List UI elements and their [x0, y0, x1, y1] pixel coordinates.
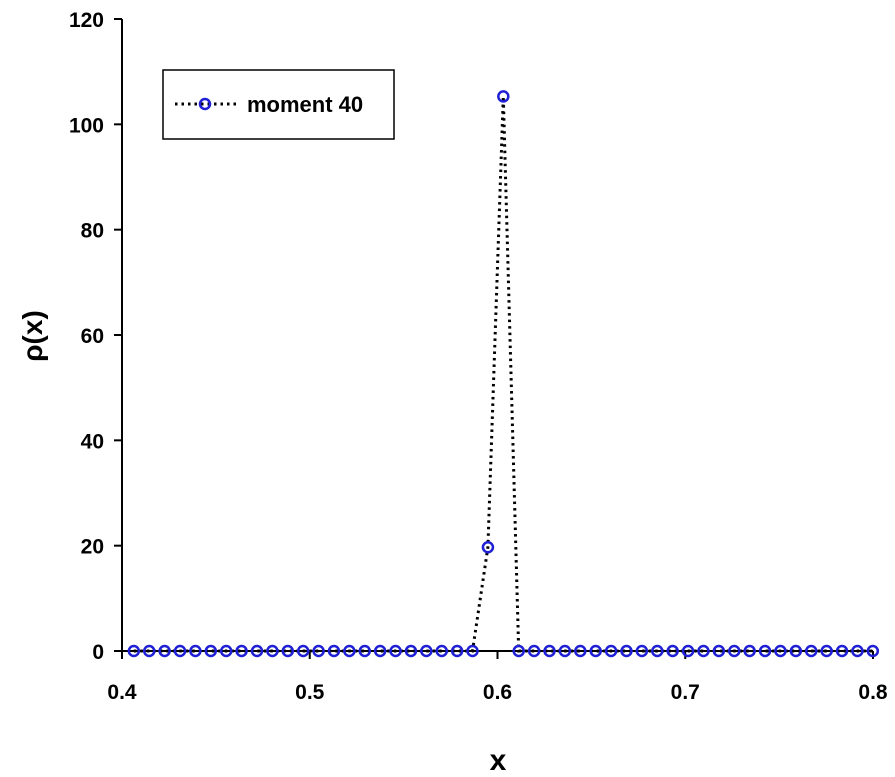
- data-point: [681, 644, 695, 658]
- data-point: [835, 644, 849, 658]
- x-axis-title: x: [490, 744, 507, 777]
- data-point: [651, 644, 664, 658]
- y-tick-label: 60: [81, 325, 104, 348]
- data-point: [635, 644, 649, 658]
- x-tick-label: 0.8: [858, 681, 888, 704]
- data-point: [235, 644, 248, 658]
- y-tick-label: 0: [92, 641, 104, 664]
- data-point: [389, 644, 402, 658]
- data-point: [620, 644, 633, 658]
- data-point: [804, 644, 818, 658]
- data-point: [712, 644, 726, 658]
- data-point: [774, 644, 787, 658]
- y-tick-label: 20: [81, 536, 104, 559]
- x-tick-label: 0.5: [295, 681, 325, 704]
- series-layer: [127, 90, 880, 658]
- data-point: [820, 644, 833, 658]
- data-point: [697, 644, 710, 658]
- data-point: [404, 644, 418, 658]
- x-tick-label: 0.7: [671, 681, 700, 704]
- data-point: [312, 644, 325, 658]
- data-point: [543, 644, 556, 658]
- y-axis-title: ρ(x): [17, 310, 48, 362]
- data-point: [127, 644, 141, 658]
- data-point: [851, 644, 864, 658]
- data-point: [373, 644, 387, 658]
- data-point: [158, 644, 171, 658]
- y-tick-label: 80: [81, 220, 104, 243]
- data-point: [173, 644, 187, 658]
- data-point: [189, 644, 202, 658]
- data-point: [558, 644, 572, 658]
- data-point: [789, 644, 803, 658]
- data-point: [219, 644, 233, 658]
- data-point: [266, 644, 279, 658]
- y-tick-label: 40: [81, 430, 104, 453]
- data-point: [728, 644, 741, 658]
- x-tick-label: 0.6: [483, 681, 512, 704]
- legend: moment 40: [162, 69, 395, 140]
- data-point: [450, 644, 464, 658]
- data-point: [281, 644, 295, 658]
- data-point: [250, 644, 264, 658]
- series-line: [133, 96, 873, 653]
- y-tick-label: 100: [69, 114, 104, 137]
- data-point: [420, 644, 433, 658]
- data-point: [527, 644, 541, 658]
- data-point: [327, 644, 341, 658]
- data-point: [758, 644, 772, 658]
- data-point: [343, 644, 356, 658]
- legend-label: moment 40: [247, 92, 363, 117]
- data-point: [666, 644, 679, 658]
- data-point: [296, 644, 310, 658]
- data-point: [589, 644, 602, 658]
- data-point: [866, 644, 880, 658]
- data-point: [512, 644, 525, 658]
- data-point: [743, 644, 756, 658]
- data-point: [435, 644, 448, 658]
- data-point: [204, 644, 218, 658]
- data-point: [604, 644, 618, 658]
- ticks: 0.4 0.5 0.6 0.7 0.8 0 20 40 60 80 100 120: [69, 9, 888, 704]
- data-point: [574, 644, 587, 658]
- data-point: [358, 644, 372, 658]
- legend-marker: [198, 97, 212, 111]
- data-point: [497, 90, 510, 103]
- data-point: [466, 644, 479, 658]
- x-tick-label: 0.4: [107, 681, 137, 704]
- data-point: [142, 644, 156, 658]
- data-point: [481, 540, 495, 554]
- y-tick-label: 120: [69, 9, 104, 32]
